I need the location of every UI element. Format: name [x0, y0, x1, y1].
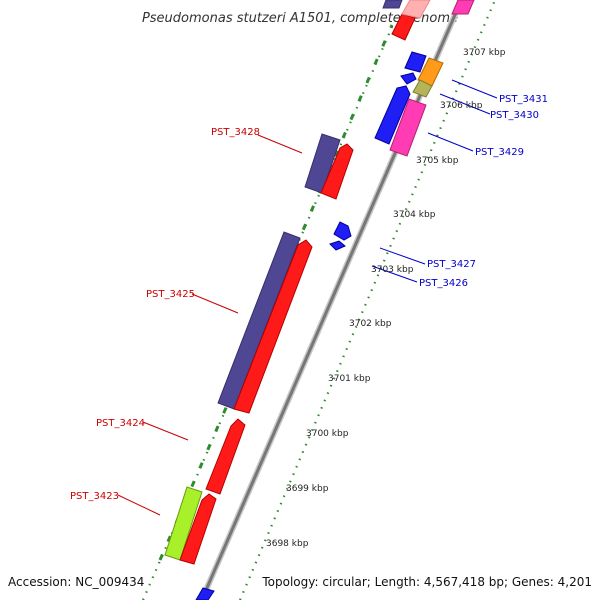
gene-magenta-top [451, 0, 475, 15]
gene-label-pst-3429[interactable]: PST_3429 [475, 147, 524, 158]
tick-label: 3698 kbp [266, 539, 309, 549]
tick-marks-track [158, 24, 394, 561]
gene-blue-3426 [329, 240, 346, 251]
map-title: Pseudomonas stutzeri A1501, complete gen… [142, 11, 458, 26]
gene-red-3425 [233, 239, 313, 414]
gene-blue-3430 [404, 51, 427, 73]
gene-label-pst-3423[interactable]: PST_3423 [70, 491, 119, 502]
gene-label-pst-3427[interactable]: PST_3427 [427, 259, 476, 270]
gene-label-pst-3428[interactable]: PST_3428 [211, 127, 260, 138]
tick-label: 3701 kbp [328, 374, 371, 384]
gene-label-pst-3424[interactable]: PST_3424 [96, 418, 145, 429]
gene-red-3428 [320, 143, 354, 200]
tick-label: 3699 kbp [286, 484, 329, 494]
gene-labels: PST_3431 PST_3430 PST_3429 PST_3428 PST_… [70, 94, 548, 502]
gene-magenta-3429 [389, 98, 427, 157]
tick-labels: 3707 kbp 3706 kbp 3705 kbp 3704 kbp 3703… [266, 48, 506, 549]
gene-slate-top [382, 0, 403, 9]
gene-slate-3425 [217, 231, 301, 410]
gene-slate-3428 [304, 133, 341, 194]
label-leaders [117, 79, 498, 516]
genes-forward [195, 0, 475, 600]
tick-label: 3704 kbp [393, 210, 436, 220]
gene-blue-3430b [400, 72, 417, 85]
tick-label: 3707 kbp [463, 48, 506, 58]
leader-3424 [142, 421, 189, 441]
gene-red-top-faded [401, 0, 431, 19]
gene-label-pst-3430[interactable]: PST_3430 [490, 110, 539, 121]
gene-label-pst-3431[interactable]: PST_3431 [499, 94, 548, 105]
genes-reverse [164, 0, 431, 565]
leader-3431 [451, 79, 498, 99]
gene-red-3423 [179, 493, 217, 565]
tick-label: 3705 kbp [416, 156, 459, 166]
leader-3423 [117, 494, 161, 516]
gene-blue-3427 [333, 221, 352, 241]
gene-label-pst-3425[interactable]: PST_3425 [146, 289, 195, 300]
gene-label-pst-3426[interactable]: PST_3426 [419, 278, 468, 289]
topology-text: Topology: circular; Length: 4,567,418 bp… [261, 575, 592, 589]
gene-lime-3423 [164, 486, 203, 561]
gene-red-3424 [205, 418, 246, 495]
leader-3430 [439, 93, 491, 115]
gene-olive-3431 [412, 79, 433, 98]
gene-red-top [391, 13, 416, 41]
gene-blue-bottom [195, 587, 215, 600]
backbone [198, 0, 465, 600]
tick-label: 3706 kbp [440, 101, 483, 111]
gene-blue-3429 [374, 85, 411, 145]
accession-text: Accession: NC_009434 [8, 575, 144, 589]
leader-3427 [379, 247, 426, 265]
tick-label: 3700 kbp [306, 429, 349, 439]
leader-3425 [191, 293, 239, 314]
tick-label: 3703 kbp [371, 265, 414, 275]
tick-label: 3702 kbp [349, 319, 392, 329]
leader-3428 [257, 134, 303, 154]
leader-3429 [427, 132, 474, 152]
leader-3426 [371, 265, 418, 283]
